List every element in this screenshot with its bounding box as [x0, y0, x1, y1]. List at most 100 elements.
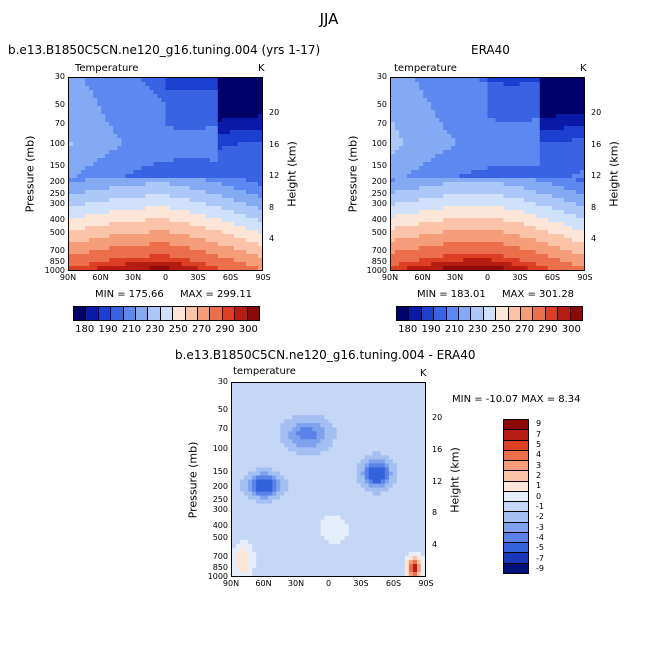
contour-cell	[77, 166, 82, 171]
contour-cell	[539, 78, 545, 83]
contour-cell	[89, 246, 94, 251]
contour-cell	[201, 202, 207, 207]
contour-cell	[253, 226, 259, 231]
contour-cell	[511, 214, 517, 219]
contour-cell	[407, 214, 412, 219]
contour-cell	[133, 214, 138, 219]
contour-cell	[233, 250, 239, 255]
contour-cell	[399, 222, 404, 227]
contour-cell	[551, 142, 557, 147]
contour-cell	[77, 242, 82, 247]
contour-cell	[161, 86, 167, 91]
panel1-ylabel: Pressure (mb)	[23, 135, 37, 213]
contour-cell	[320, 391, 326, 396]
contour-cell	[515, 210, 521, 215]
contour-cell	[245, 242, 251, 247]
contour-cell	[475, 90, 481, 95]
contour-cell	[105, 202, 110, 207]
contour-cell	[463, 222, 468, 227]
contour-cell	[73, 122, 78, 127]
contour-cell	[109, 246, 114, 251]
contour-cell	[189, 206, 195, 211]
contour-cell	[547, 202, 553, 207]
contour-cell	[89, 230, 94, 235]
contour-cell	[213, 114, 219, 119]
contour-cell	[201, 78, 207, 83]
contour-cell	[547, 170, 553, 175]
contour-cell	[189, 242, 195, 247]
contour-cell	[364, 407, 370, 412]
contour-cell	[543, 230, 549, 235]
contour-cell	[555, 130, 561, 135]
contour-cell	[257, 262, 262, 267]
contour-cell	[400, 383, 406, 388]
contour-cell	[109, 82, 114, 87]
contour-cell	[241, 122, 247, 127]
contour-cell	[507, 122, 513, 127]
contour-cell	[435, 122, 440, 127]
panel2-y2label: Height (km)	[607, 141, 621, 207]
contour-cell	[197, 198, 203, 203]
contour-cell	[447, 230, 452, 235]
contour-cell	[515, 246, 521, 251]
contour-cell	[435, 134, 440, 139]
contour-cell	[205, 186, 211, 191]
contour-cell	[395, 126, 400, 131]
contour-cell	[69, 186, 74, 191]
contour-cell	[157, 138, 163, 143]
contour-cell	[264, 395, 269, 400]
contour-cell	[81, 206, 86, 211]
contour-cell	[391, 142, 396, 147]
contour-cell	[237, 158, 243, 163]
contour-cell	[443, 238, 448, 243]
contour-cell	[427, 198, 432, 203]
contour-cell	[229, 146, 235, 151]
contour-cell	[395, 190, 400, 195]
contour-cell	[217, 158, 223, 163]
contour-cell	[411, 242, 416, 247]
contour-cell	[439, 94, 444, 99]
contour-cell	[503, 118, 509, 123]
contour-cell	[483, 98, 489, 103]
contour-cell	[272, 407, 277, 412]
contour-cell	[443, 142, 448, 147]
contour-cell	[141, 250, 146, 255]
contour-cell	[499, 262, 505, 267]
contour-cell	[109, 254, 114, 259]
contour-cell	[416, 391, 422, 396]
contour-cell	[571, 78, 577, 83]
contour-cell	[487, 258, 493, 263]
contour-cell	[197, 118, 203, 123]
contour-cell	[109, 234, 114, 239]
contour-cell	[503, 130, 509, 135]
contour-cell	[431, 266, 436, 270]
contour-cell	[145, 126, 151, 131]
contour-cell	[559, 206, 565, 211]
contour-cell	[443, 170, 448, 175]
contour-cell	[256, 383, 261, 388]
contour-cell	[93, 218, 98, 223]
contour-cell	[157, 98, 163, 103]
contour-cell	[535, 126, 541, 131]
contour-cell	[380, 403, 386, 408]
contour-cell	[380, 399, 386, 404]
contour-cell	[455, 182, 460, 187]
contour-cell	[141, 202, 146, 207]
contour-cell	[213, 250, 219, 255]
contour-cell	[471, 266, 477, 270]
contour-cell	[268, 403, 273, 408]
contour-cell	[328, 387, 334, 392]
contour-cell	[149, 198, 155, 203]
contour-cell	[495, 122, 501, 127]
contour-cell	[555, 214, 561, 219]
contour-cell	[121, 262, 126, 267]
contour-cell	[85, 82, 90, 87]
contour-cell	[165, 154, 171, 159]
contour-cell	[391, 90, 396, 95]
contour-cell	[312, 399, 318, 404]
contour-cell	[241, 106, 247, 111]
contour-cell	[559, 106, 565, 111]
contour-cell	[137, 150, 142, 155]
contour-cell	[241, 82, 247, 87]
contour-cell	[77, 214, 82, 219]
